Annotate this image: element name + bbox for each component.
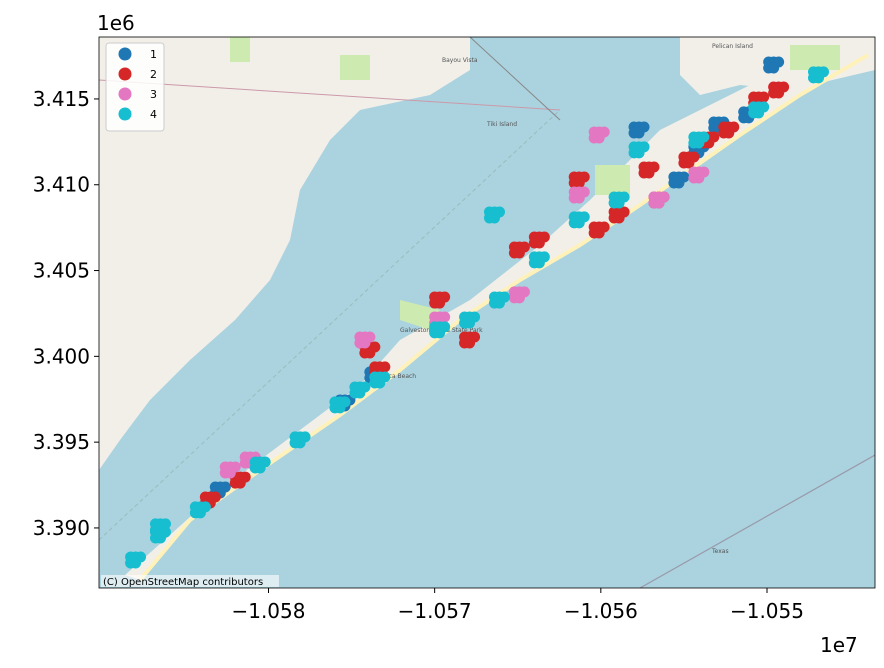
x-offset-label: 1e7 [820,633,858,657]
mainland [99,37,470,470]
point-class-2 [643,167,655,179]
y-tick-label: 3.415 [33,87,90,111]
x-tick-label: −1.058 [231,599,305,623]
point-class-4 [334,402,346,414]
boundary-line [639,454,875,588]
point-class-4 [464,317,476,329]
point-class-2 [573,177,585,189]
map-label: Jamaica Beach [371,373,416,380]
park [595,165,630,195]
legend-label: 4 [150,108,157,121]
point-class-3 [573,192,585,204]
point-class-4 [613,197,625,209]
x-axis: −1.058 −1.057 −1.056 −1.055 [231,588,804,623]
legend: 1 2 3 4 [105,42,165,132]
attribution-bg [101,575,279,587]
point-class-2 [723,127,735,139]
map-label: Texas [711,548,729,555]
point-class-3 [693,172,705,184]
point-class-4 [194,507,206,519]
x-tick-label: −1.056 [564,599,638,623]
point-class-1 [768,62,780,74]
map-label: Bayou Vista [442,57,478,64]
map-label: Tiki Island [486,121,517,128]
park [230,37,250,62]
point-class-4 [374,377,386,389]
point-class-2 [613,212,625,224]
basemap: Bayou Vista Tiki Island Pelican Island G… [99,37,875,588]
legend-label: 2 [150,68,157,81]
y-tick-label: 3.410 [33,173,90,197]
x-tick-label: −1.055 [730,599,804,623]
point-class-4 [154,532,166,544]
legend-marker-2 [118,67,132,81]
legend-marker-4 [118,107,132,121]
y-tick-label: 3.400 [33,344,90,368]
point-class-2 [683,157,695,169]
y-tick-label: 3.395 [33,430,90,454]
boundary-line [99,109,561,541]
point-class-3 [593,132,605,144]
point-class-4 [573,217,585,229]
point-class-2 [773,87,785,99]
legend-label: 1 [150,48,157,61]
point-class-2 [464,337,476,349]
attribution: (C) OpenStreetMap contributors [103,577,263,588]
point-class-4 [434,327,446,339]
point-class-4 [294,437,306,449]
point-class-1 [633,127,645,139]
point-class-4 [693,137,705,149]
point-class-4 [130,557,142,569]
park [790,45,840,70]
park [340,55,370,80]
point-class-4 [533,257,545,269]
point-class-3 [224,467,236,479]
y-tick-label: 3.405 [33,259,90,283]
point-class-2 [593,227,605,239]
point-class-4 [813,72,825,84]
point-class-3 [653,197,665,209]
point-class-2 [513,247,525,259]
point-class-4 [254,462,266,474]
point-class-2 [234,477,246,489]
legend-marker-1 [118,47,132,61]
road [99,79,561,111]
point-class-3 [513,292,525,304]
plot-frame [98,36,876,589]
point-class-1 [673,177,685,189]
point-class-4 [154,524,166,536]
point-class-4 [493,297,505,309]
point-class-4 [354,387,366,399]
scatter-points [125,56,830,569]
point-class-4 [753,107,765,119]
x-tick-label: −1.057 [398,599,472,623]
y-axis: 3.390 3.395 3.400 3.405 3.410 3.415 [33,87,99,540]
y-tick-label: 3.390 [33,516,90,540]
legend-marker-3 [118,87,132,101]
point-class-2 [434,297,446,309]
point-class-4 [633,147,645,159]
point-class-2 [364,347,376,359]
point-class-4 [488,212,500,224]
point-class-3 [359,337,371,349]
road [469,37,561,121]
map-label: Pelican Island [712,43,753,50]
point-class-2 [533,237,545,249]
legend-box [105,42,165,132]
y-offset-label: 1e6 [97,11,135,35]
legend-label: 3 [150,88,157,101]
